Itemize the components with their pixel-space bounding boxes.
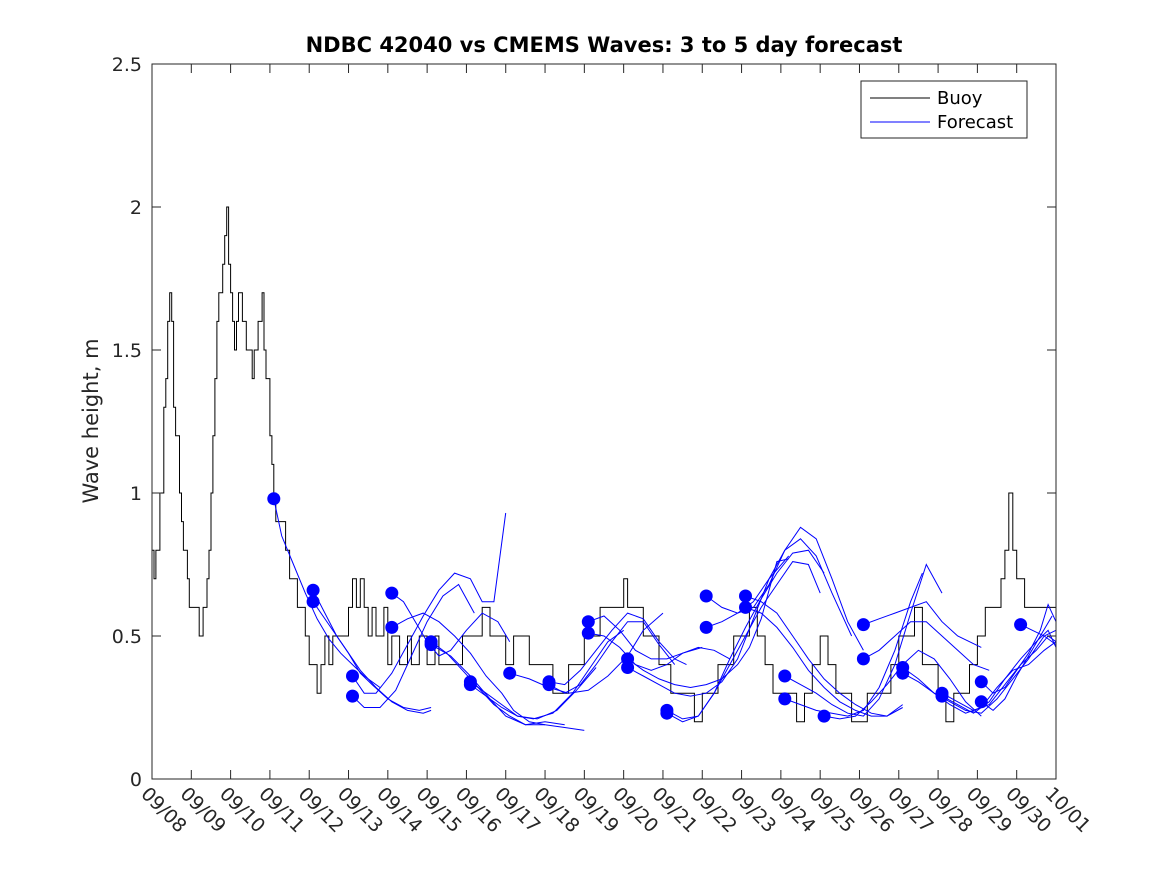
legend-buoy-label: Buoy [937,88,983,109]
forecast-start-marker [935,689,949,703]
y-tick-label: 1.5 [112,340,142,362]
forecast-start-marker [739,600,752,614]
forecast-start-marker [542,678,556,692]
plot-background [152,64,1056,779]
forecast-start-marker [778,692,792,706]
y-tick-label: 0 [130,769,142,791]
y-axis-label: Wave height, m [79,338,103,503]
forecast-segment-line [863,601,982,648]
forecast-start-marker [463,678,477,692]
buoy-series-line [152,206,1056,723]
forecast-segment-line [902,629,1057,714]
forecast-segment-line [666,561,821,723]
forecast-start-marker [503,666,517,680]
forecast-start-marker [856,652,870,666]
forecast-start-marker [699,620,713,634]
forecast-start-marker [385,586,399,600]
legend-forecast-label: Forecast [937,112,1013,133]
forecast-start-marker [739,589,752,603]
forecast-segment-line [941,629,1057,714]
forecast-segment-line [470,667,597,720]
forecast-segment-line [391,612,546,726]
forecast-start-marker [974,695,988,709]
forecast-segment-line [941,635,1057,711]
plot-area [152,64,1056,779]
forecast-segment-line [745,595,903,717]
forecast-segment-line [391,592,511,657]
axes-frame [151,63,1057,780]
forecast-segment-line [352,583,475,708]
forecast-start-marker [424,638,438,652]
forecast-start-marker [660,706,674,720]
forecast-start-marker [306,583,320,597]
forecast-start-marker [974,675,988,689]
forecast-start-marker [896,666,910,680]
forecast-segment-line [863,621,990,671]
forecast-segment-line [430,644,565,726]
forecast-segment-line [548,612,687,686]
forecast-segment-line [588,632,703,671]
forecast-start-marker [856,618,870,632]
forecast-start-marker [385,620,399,634]
forecast-start-marker [621,661,635,674]
forecast-start-marker [306,595,320,609]
forecast-segment-line [1020,624,1057,646]
forecast-segment-line [430,641,585,731]
forecast-start-marker [699,589,713,603]
legend-box [860,80,1028,139]
forecast-start-marker [817,709,831,723]
forecast-start-marker [346,689,359,703]
forecast-segment-line [784,572,923,717]
forecast-start-marker [1014,618,1028,632]
y-tick-label: 2.5 [112,54,142,76]
forecast-segment-line [627,555,790,697]
series-layer [152,206,1057,731]
forecast-segment-line [352,512,507,694]
forecast-segment-line [509,612,664,694]
legend: Buoy Forecast [860,80,1028,139]
y-tick-label: 1 [130,483,142,505]
forecast-segment-line [312,601,432,714]
forecast-segment-line [588,615,731,660]
forecast-segment-line [981,615,1053,712]
forecast-start-marker [267,492,281,506]
forecast-start-marker [778,669,792,683]
y-tick-label: 0.5 [112,626,142,648]
forecast-segment-line [784,563,943,717]
forecast-start-marker [581,626,595,640]
forecast-start-marker [346,669,359,683]
chart-title: NDBC 42040 vs CMEMS Waves: 3 to 5 day fo… [306,33,903,57]
forecast-segment-line [666,549,825,720]
y-tick-label: 2 [130,197,142,219]
forecast-segment-line [980,603,1057,694]
forecast-start-marker [581,615,595,629]
forecast-segment-line [745,606,903,717]
forecast-segment-line [706,538,853,637]
forecast-segment-line [312,589,432,711]
forecast-segment-line [627,558,789,689]
